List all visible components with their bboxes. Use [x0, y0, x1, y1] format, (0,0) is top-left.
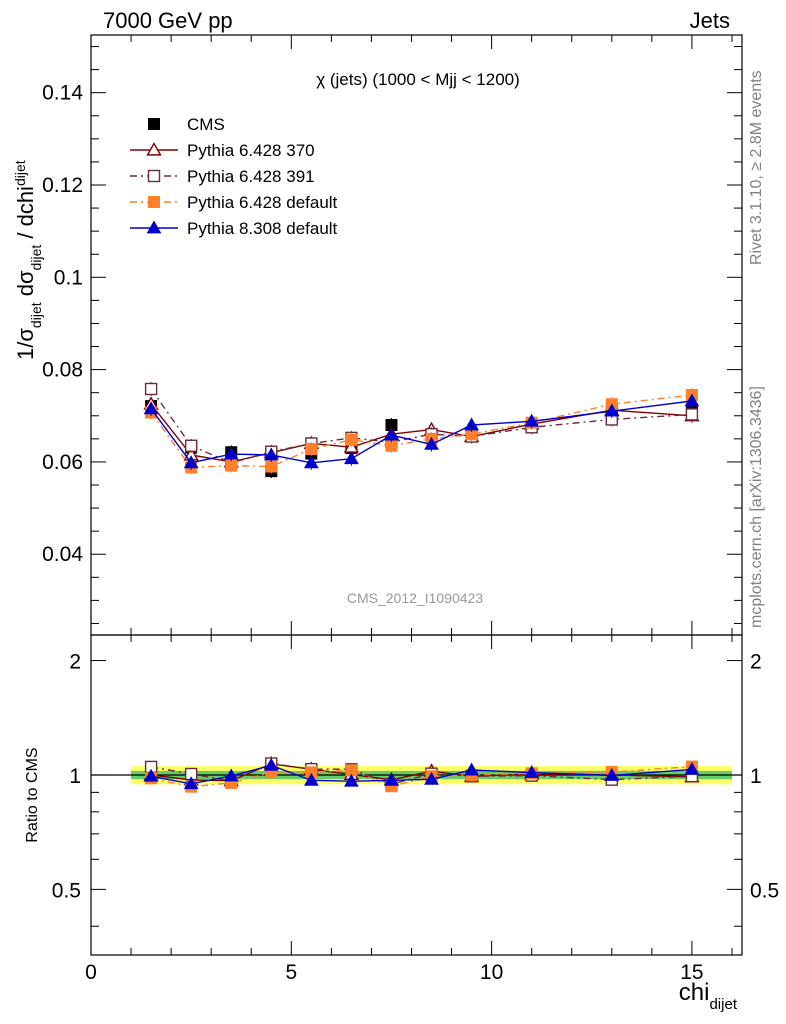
x-tick-label: 10 — [480, 961, 503, 984]
y-tick-label: 0.04 — [42, 543, 83, 566]
data-point — [223, 446, 239, 460]
ratio-y-tick-label-left: 0.5 — [52, 879, 81, 902]
ylabel-part-a-sub: dijet — [28, 302, 44, 328]
ratio-series-line — [150, 765, 692, 788]
y-tick-label: 0.12 — [42, 174, 83, 197]
data-point — [345, 433, 358, 446]
y-tick-label: 0.06 — [42, 451, 83, 474]
ratio-data-point — [604, 767, 620, 781]
data-point — [344, 451, 359, 465]
data-point — [183, 455, 199, 469]
data-point — [305, 443, 318, 455]
legend-marker — [148, 196, 160, 208]
ylabel-part-b: dσ — [13, 270, 38, 302]
series-line — [150, 388, 692, 464]
ratio-data-point — [143, 768, 159, 782]
ratio-y-tick-label-right: 0.5 — [750, 879, 779, 902]
legend: CMS Pythia 6.428 370 Pythia 6.428 391 Pythi… — [130, 115, 338, 238]
mcplots-note: mcplots.cern.ch [arXiv:1306.3436] — [748, 386, 765, 628]
ratio-data-point — [424, 771, 439, 785]
y-tick-label: 0.1 — [54, 266, 83, 289]
data-point — [464, 417, 479, 431]
ratio-data-point — [223, 768, 239, 782]
legend-label: Pythia 6.428 391 — [187, 167, 315, 186]
ylabel-part-c: / dchi — [13, 186, 38, 245]
ratio-data-point — [183, 776, 199, 790]
main-y-axis-label: 1/σdijet dσdijet / dchidijet — [12, 160, 44, 360]
ylabel-part-c-sub: dijet — [12, 160, 28, 186]
legend-marker — [147, 169, 161, 183]
data-point — [265, 460, 278, 473]
ratio-data-point — [344, 773, 359, 787]
x-tick-label: 15 — [680, 961, 703, 984]
y-tick-label: 0.08 — [42, 359, 83, 382]
data-point — [144, 382, 158, 396]
legend-label: Pythia 6.428 370 — [187, 141, 315, 160]
legend-label: Pythia 6.428 default — [187, 193, 338, 212]
ratio-data-point — [524, 765, 540, 778]
legend-label: CMS — [187, 115, 225, 134]
main-panel: 0.04 0.06 0.08 0.1 0.12 0.14 — [42, 34, 743, 636]
data-point — [384, 427, 399, 441]
header-energy: 7000 GeV pp — [103, 8, 233, 33]
legend-marker — [148, 118, 160, 130]
data-point — [184, 439, 198, 452]
analysis-label: CMS_2012_I1090423 — [347, 590, 483, 606]
data-point — [685, 408, 699, 421]
data-point — [225, 459, 238, 472]
ratio-series-line — [150, 764, 692, 785]
ratio-data-point — [263, 757, 279, 771]
ratio-series-line — [150, 762, 692, 785]
ratio-data-point — [384, 772, 399, 786]
data-point — [143, 401, 159, 415]
ratio-y-tick-label-left: 1 — [69, 765, 81, 788]
x-tick-label: 0 — [85, 961, 97, 984]
ratio-panel: 0 5 10 15 0.5 0.5 1 1 2 2 — [52, 634, 779, 984]
data-point — [424, 436, 439, 450]
ratio-y-axis-label: Ratio to CMS — [24, 747, 41, 842]
rivet-note: Rivet 3.1.10, ≥ 2.8M events — [748, 70, 765, 265]
data-point — [303, 455, 319, 469]
ratio-y-tick-label-right: 1 — [750, 765, 762, 788]
ylabel-part-b-sub: dijet — [28, 245, 44, 271]
xlabel-sub: dijet — [709, 996, 737, 1013]
ratio-y-tick-label-left: 2 — [69, 651, 81, 674]
ratio-y-tick-label-right: 2 — [750, 651, 762, 674]
data-point — [263, 447, 279, 461]
legend-marker — [146, 220, 162, 234]
series-line — [150, 400, 693, 464]
ratio-data-point — [464, 762, 479, 776]
data-point — [524, 413, 540, 427]
ratio-data-point — [684, 761, 700, 775]
data-point — [604, 403, 620, 417]
header-category: Jets — [690, 8, 730, 33]
ylabel-part-a: 1/σ — [13, 328, 38, 360]
x-tick-label: 5 — [285, 961, 297, 984]
legend-marker — [146, 142, 162, 156]
x-axis-label: chidijet — [679, 979, 738, 1013]
plot-title: χ (jets) (1000 < Mjj < 1200) — [316, 70, 520, 89]
xlabel-main: chi — [679, 979, 710, 1006]
y-tick-label: 0.14 — [42, 82, 83, 105]
legend-label: Pythia 8.308 default — [187, 219, 338, 238]
ratio-frame — [90, 634, 743, 956]
data-point — [684, 393, 700, 407]
ratio-data-point — [303, 772, 319, 786]
